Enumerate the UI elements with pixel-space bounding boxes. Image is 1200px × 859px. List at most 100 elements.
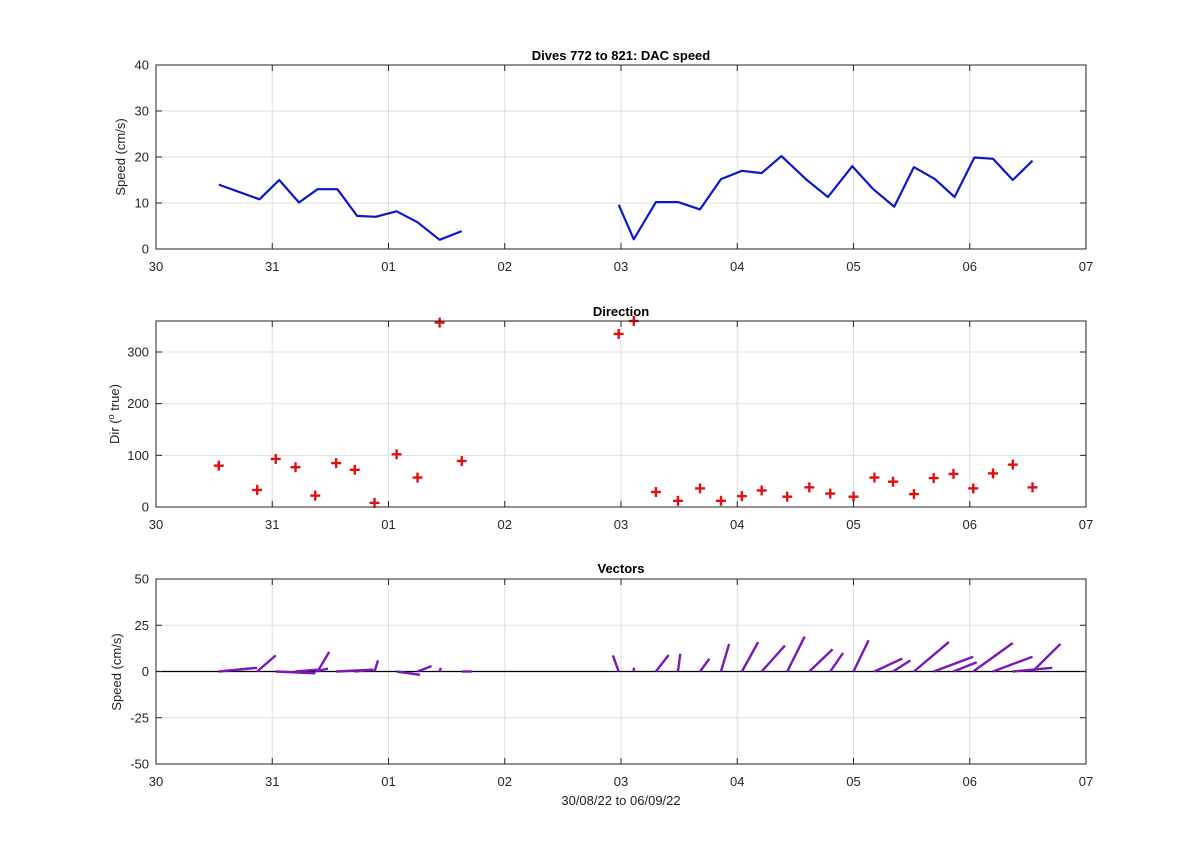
direction-point: [695, 483, 706, 494]
vector-stick: [913, 641, 950, 673]
vector-stick: [829, 652, 845, 673]
vectors-x-tick-label: 31: [265, 774, 279, 789]
vectors-x-tick-label: 03: [614, 774, 628, 789]
direction-point: [968, 483, 979, 494]
vector-stick: [760, 644, 786, 673]
direction-point: [888, 476, 899, 487]
vectors-y-tick-label: 0: [142, 664, 149, 679]
direction-point: [928, 473, 939, 484]
vector-stick: [953, 661, 978, 673]
speed-title: Dives 772 to 821: DAC speed: [532, 48, 711, 63]
vector-stick: [218, 666, 258, 673]
direction-point: [1027, 482, 1038, 493]
vector-stick: [417, 665, 432, 673]
direction-point: [908, 489, 919, 500]
speed-ylabel: Speed (cm/s): [113, 118, 128, 195]
speed-x-tick-label: 02: [498, 259, 512, 274]
vectors-y-tick-label: -50: [130, 757, 149, 772]
direction-point: [270, 453, 281, 464]
direction-point: [213, 460, 224, 471]
vectors-x-tick-label: 02: [498, 774, 512, 789]
direction-point: [434, 317, 445, 328]
direction-panel: Direction Dir (o true) 30 31 01 02 03 04 05 06 0…: [106, 304, 1093, 532]
direction-x-tick-label: 02: [498, 517, 512, 532]
speed-x-tick-label: 01: [381, 259, 395, 274]
vectors-title: Vectors: [598, 561, 645, 576]
direction-ylabel-pre: Dir (: [107, 419, 122, 444]
direction-point: [948, 468, 959, 479]
vectors-y-tick-label: 50: [135, 572, 149, 587]
direction-point: [331, 458, 342, 469]
speed-x-tick-label: 31: [265, 259, 279, 274]
vectors-ylabel: Speed (cm/s): [109, 633, 124, 710]
speed-series-line-2: [617, 155, 1034, 241]
direction-point: [369, 497, 380, 508]
direction-ylabel-post: true): [107, 384, 122, 414]
speed-y-tick-label: 10: [135, 196, 149, 211]
vector-stick: [275, 670, 316, 675]
vector-stick: [396, 670, 421, 677]
speed-x-tick-label: 30: [149, 259, 163, 274]
direction-title: Direction: [593, 304, 649, 319]
direction-point: [782, 491, 793, 502]
vectors-panel: Vectors Speed (cm/s) 30 31 01 02 03 04 05 06 07 -…: [109, 561, 1093, 789]
vectors-x-tick-label: 04: [730, 774, 744, 789]
vector-stick: [1031, 643, 1062, 673]
speed-x-tick-label: 04: [730, 259, 744, 274]
vector-stick: [892, 659, 912, 673]
vector-stick: [740, 641, 760, 673]
direction-y-tick-label: 300: [127, 345, 149, 360]
direction-point: [1007, 459, 1018, 470]
vector-stick: [808, 648, 834, 673]
direction-x-tick-label: 03: [614, 517, 628, 532]
speed-y-tick-label: 40: [135, 58, 149, 73]
vectors-y-tick-label: -25: [130, 710, 149, 725]
vector-stick: [354, 668, 374, 673]
vector-stick: [719, 643, 731, 672]
direction-x-tick-label: 07: [1079, 517, 1093, 532]
vectors-y-tick-label: 25: [135, 618, 149, 633]
vector-stick: [852, 639, 870, 673]
direction-point: [736, 491, 747, 502]
vector-stick: [786, 635, 806, 673]
direction-point: [715, 495, 726, 506]
direction-point: [391, 449, 402, 460]
direction-x-tick-label: 01: [381, 517, 395, 532]
vector-stick: [316, 651, 331, 673]
vector-stick: [256, 654, 277, 673]
direction-y-tick-label: 100: [127, 448, 149, 463]
direction-point: [252, 484, 263, 495]
vector-stick: [654, 654, 670, 673]
direction-point: [804, 482, 815, 493]
direction-point: [412, 472, 423, 483]
direction-point: [756, 485, 767, 496]
vectors-x-tick-label: 07: [1079, 774, 1093, 789]
direction-y-tick-label: 200: [127, 396, 149, 411]
direction-ylabel-degree: o: [106, 414, 116, 419]
vectors-x-tick-label: 01: [381, 774, 395, 789]
vector-stick: [611, 654, 620, 672]
vector-stick: [1012, 666, 1053, 673]
speed-x-tick-label: 05: [846, 259, 860, 274]
direction-point: [613, 328, 624, 339]
vector-stick: [438, 667, 442, 672]
speed-x-tick-label: 03: [614, 259, 628, 274]
direction-point: [672, 495, 683, 506]
direction-x-tick-label: 05: [846, 517, 860, 532]
direction-point: [825, 488, 836, 499]
direction-x-tick-label: 06: [963, 517, 977, 532]
direction-x-tick-label: 04: [730, 517, 744, 532]
vector-stick: [972, 642, 1014, 673]
direction-point: [290, 462, 301, 473]
direction-point: [869, 472, 880, 483]
direction-point: [988, 468, 998, 479]
direction-point: [456, 456, 467, 467]
speed-y-tick-label: 0: [142, 242, 149, 257]
direction-point: [848, 491, 859, 502]
speed-panel: Dives 772 to 821: DAC speed Speed (cm/s)…: [113, 48, 1093, 274]
speed-x-tick-label: 06: [963, 259, 977, 274]
speed-series-line-1: [218, 178, 463, 241]
vector-stick: [676, 653, 682, 672]
direction-ylabel: Dir (o true): [106, 384, 122, 444]
